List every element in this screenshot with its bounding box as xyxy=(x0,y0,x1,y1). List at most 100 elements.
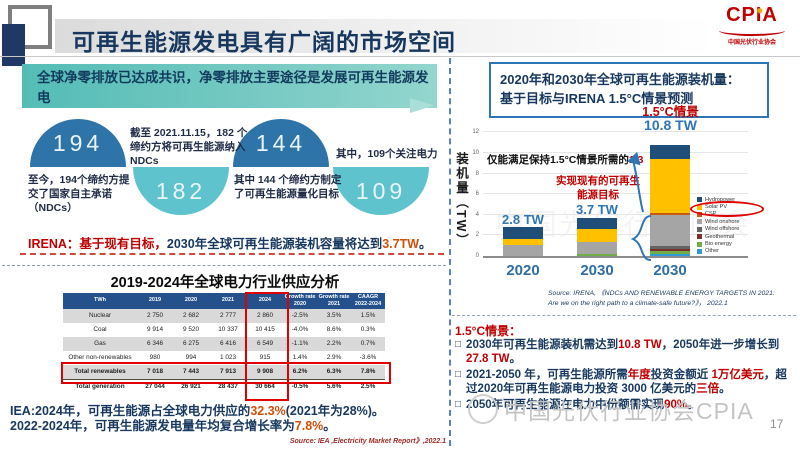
text-segment: 2050年可再生能源在电力中份额需实现 xyxy=(466,399,665,412)
gridline xyxy=(483,152,748,153)
text-segment: 2021-2050 年，可再生能源所需 xyxy=(466,369,628,382)
table-row: Gas 6 346 6 275 6 416 6 549 -1.1% 2.2% 0.7% xyxy=(63,336,385,351)
table-cell: 1.4% xyxy=(292,354,308,362)
legend-swatch xyxy=(697,197,702,203)
table-row: Coal 9 914 9 520 10 337 10 415 -4.0% 8.6% 0.3% xyxy=(63,323,385,337)
scenario-heading: 1.5°C情景： xyxy=(455,324,522,338)
circle-144-value: 144 xyxy=(255,129,307,156)
table-header-cell: 2021 xyxy=(209,293,247,309)
table-cell: 9 914 xyxy=(147,326,163,334)
iea-statement: IEA:2024年，可再生能源占全球电力供应的32.3%(2021年为28%)。… xyxy=(10,404,446,434)
table-cell: 6 416 xyxy=(209,336,247,351)
table-cell: 8.6% xyxy=(326,326,342,334)
chart-title-line1: 2020年和2030年全球可再生能源装机量： xyxy=(500,72,740,88)
table-header-cell: Growth rate 2021 xyxy=(317,293,351,309)
table-cell: Gas xyxy=(63,336,137,351)
legend-item-geothermal: Geothermal xyxy=(697,233,769,240)
table-cell: 10 415 xyxy=(255,326,275,334)
table-cell: 9 908 xyxy=(247,364,283,380)
bar2-total-label: 3.7 TW xyxy=(576,202,618,217)
legend-label: Geothermal xyxy=(705,233,735,240)
legend-swatch xyxy=(697,248,702,254)
footer-watermark: 中国光伏行业协会CPIA xyxy=(468,392,754,426)
table-cell: 7 018 xyxy=(137,364,173,380)
red-dashed-divider xyxy=(20,253,444,255)
table-header-row: TWh 2019 2020 2021 2024 Growth rate 2020 Growt… xyxy=(63,293,385,309)
text-segment: IEA:2024年，可再生能源占全球电力供应的 xyxy=(10,404,251,418)
table-cell: 1.5% xyxy=(351,308,385,323)
legend-label: Hydropower xyxy=(705,196,736,203)
table-cell: Coal xyxy=(93,326,107,334)
bar-segment-solar-pv xyxy=(650,159,690,213)
text-segment: 三倍 xyxy=(696,383,720,396)
cpia-logo-subtext: 中国光伏行业协会 xyxy=(727,40,776,46)
decoration-square-filled xyxy=(2,24,25,66)
text-segment: 7.8% xyxy=(294,419,324,433)
table-cell: 2 860 xyxy=(247,308,283,323)
table-cell: 6.2% xyxy=(283,364,317,380)
y-tick-label: 12 xyxy=(472,129,479,136)
chart-source-line1: Source: IRENA, 《NDCs AND RENEWABLE ENERG… xyxy=(548,290,775,297)
y-tick-label: 4 xyxy=(475,211,479,218)
legend-item-hydropower: Hydropower xyxy=(697,196,769,203)
table-cell: 7.8% xyxy=(351,364,385,380)
title-band xyxy=(55,19,715,53)
bar-segment-wind-onshore xyxy=(503,245,543,256)
legend-swatch xyxy=(697,234,702,240)
stacked-bar-2030 xyxy=(577,217,617,256)
highlight-box-renewables-row xyxy=(61,362,391,384)
text-segment: ，2050年进一步增长到 xyxy=(661,339,780,351)
chart-plot-area xyxy=(483,118,748,258)
table-cell: -2.5% xyxy=(283,308,317,323)
bar-segment-wind-onshore xyxy=(577,241,617,254)
text-segment: 2022-2024年，可再生能源发电量年均复合增长率为 xyxy=(10,419,295,433)
circle-194-value: 194 xyxy=(52,129,104,156)
table-cell: 6 346 xyxy=(137,336,173,351)
curly-brace xyxy=(630,215,652,261)
cpia-logo-arc xyxy=(719,25,785,36)
table-cell: 6 275 xyxy=(173,336,209,351)
watermark-text: 中国光伏行业协会CPIA xyxy=(504,398,754,424)
table-cell: 994 xyxy=(185,354,197,362)
brace-and-arrow-graphic xyxy=(627,151,652,261)
bullet-marker: □ xyxy=(455,399,462,411)
bar1-total-label: 2.8 TW xyxy=(502,212,544,227)
text-segment: 32.3% xyxy=(250,404,286,418)
table-cell: 3.5% xyxy=(317,308,351,323)
legend-label: Wind onshore xyxy=(705,218,740,225)
y-tick-label: 8 xyxy=(475,170,479,177)
text-segment: 10.8 TW xyxy=(618,339,662,351)
gray-dashed-divider-right xyxy=(452,315,796,316)
text-segment: 。 xyxy=(323,419,336,433)
x-tick-label: 2020 xyxy=(506,262,540,279)
vertical-dashed-divider xyxy=(449,58,451,446)
net-zero-banner-text: 全球净零排放已达成共识，净零排放主要途径是发展可再生能源发电 xyxy=(37,70,429,105)
legend-item-wind-onshore: Wind onshore xyxy=(697,218,769,225)
text-segment: 年度 xyxy=(627,369,651,382)
scenario-bullet-3: □ 2050年可再生能源在电力中份额需实现90%。 xyxy=(455,398,797,412)
chart-source: Source: IRENA, 《NDCs AND RENEWABLE ENERG… xyxy=(548,289,796,309)
table-cell: 2.9% xyxy=(326,354,342,362)
page-title: 可再生能源发电具有广阔的市场空间 xyxy=(72,29,456,55)
circle-109: 109 xyxy=(333,167,429,215)
text-segment: 3.7TW xyxy=(382,237,420,251)
arrow-to-one-third xyxy=(627,151,644,213)
sun-icon: ✹ xyxy=(756,6,765,16)
table-cell: 7 443 xyxy=(173,364,209,380)
table-cell: 915 xyxy=(259,354,271,362)
highlight-box-2024-column xyxy=(245,292,289,401)
bar-segment-hydropower xyxy=(503,227,543,239)
legend-label: Other xyxy=(705,248,719,255)
iea-statement-line1: IEA:2024年，可再生能源占全球电力供应的32.3%(2021年为28%)。 xyxy=(10,404,446,419)
header-divider xyxy=(0,56,800,57)
text-segment: 2030年全球可再生能源装机容量将达到 xyxy=(166,237,383,251)
legend-label: Bio energy xyxy=(705,241,732,248)
bar-segment-bio-energy xyxy=(650,250,690,254)
circle-182: 182 xyxy=(133,167,229,215)
supply-table: TWh 2019 2020 2021 2024 Growth rate 2020 Growt… xyxy=(63,293,385,394)
iea-statement-line2: 2022-2024年，可再生能源发电量年均复合增长率为7.8%。 xyxy=(10,419,446,434)
y-tick-label: 2 xyxy=(475,232,479,239)
legend-swatch xyxy=(697,241,702,247)
bar-segment-wind-offshore xyxy=(650,245,690,250)
text-segment: 。 xyxy=(719,383,731,396)
